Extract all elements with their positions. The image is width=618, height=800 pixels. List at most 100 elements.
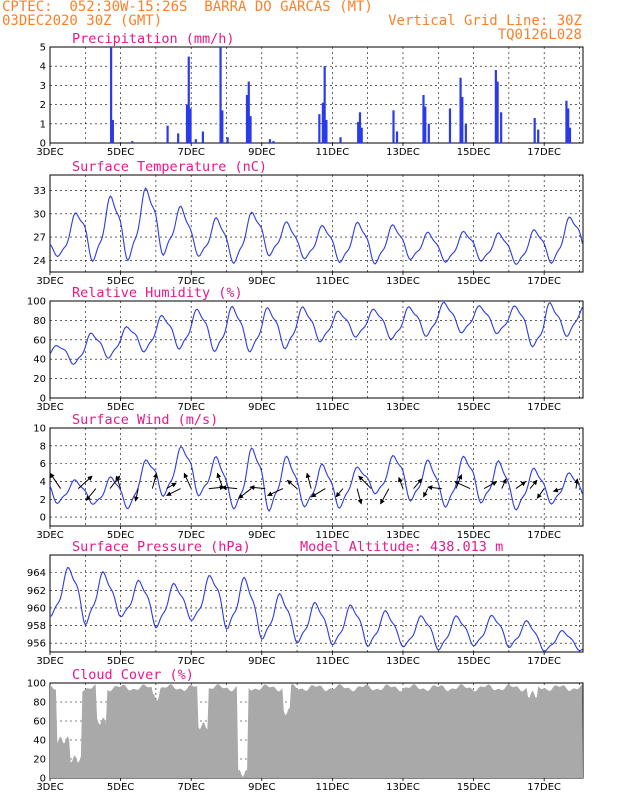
- precip-bar: [166, 125, 169, 143]
- cloud-xtick: 11DEC: [316, 782, 350, 793]
- header-title: CPTEC: 052:30W-15:26S BARRA DO GARCAS (M…: [2, 0, 373, 15]
- precip-bar: [494, 70, 497, 143]
- precip-bar: [245, 95, 249, 143]
- rh-xtick: 3DEC: [36, 402, 63, 413]
- wind-arrow: [115, 475, 122, 489]
- wind-ytick: 8: [40, 441, 46, 452]
- pressure-xtick: 9DEC: [248, 656, 275, 667]
- precip-bar: [360, 127, 363, 143]
- wind-arrow: [305, 472, 312, 489]
- rh-xtick: 11DEC: [316, 402, 350, 413]
- wind-arrow: [380, 488, 390, 505]
- pressure-xtick: 11DEC: [316, 656, 350, 667]
- wind-arrow: [413, 478, 423, 489]
- cloud-ytick: 60: [33, 717, 46, 728]
- wind-arrow: [483, 481, 498, 490]
- precip-bar: [325, 119, 328, 143]
- temp-ytick: 33: [33, 186, 46, 197]
- wind-arrow: [310, 488, 326, 498]
- wind-arrow: [574, 478, 580, 489]
- wind-xtick: 15DEC: [457, 530, 491, 541]
- pressure-ytick: 960: [27, 603, 46, 614]
- precip-xtick: 3DEC: [36, 147, 63, 158]
- precip-bar: [427, 123, 430, 143]
- precip-bar: [357, 121, 360, 143]
- precip-bar: [226, 137, 229, 143]
- precip-bar: [533, 118, 536, 143]
- precip-bar: [496, 81, 499, 143]
- precip-bar: [194, 139, 197, 143]
- pressure-xtick: 13DEC: [386, 656, 420, 667]
- wind-ytick: 0: [40, 513, 46, 524]
- precip-bar: [201, 131, 204, 143]
- cloud-title: Cloud Cover (%): [72, 667, 194, 683]
- pressure-ytick: 962: [27, 586, 46, 597]
- precip-xtick: 5DEC: [107, 147, 134, 158]
- wind-xtick: 7DEC: [178, 530, 205, 541]
- precip-bar: [247, 81, 250, 143]
- precip-bar: [568, 127, 572, 143]
- wind-xtick: 11DEC: [316, 530, 350, 541]
- temp-xtick: 13DEC: [386, 276, 420, 287]
- rh-xtick: 15DEC: [457, 402, 491, 413]
- wind-ytick: 2: [40, 495, 46, 506]
- precip-bar: [219, 47, 222, 143]
- precip-bar: [500, 112, 503, 143]
- precip-bar: [272, 141, 275, 143]
- precip-bar: [392, 110, 395, 143]
- wind-line: [49, 445, 583, 513]
- pressure-xtick: 3DEC: [36, 656, 63, 667]
- precip-bar: [323, 66, 326, 143]
- wind-ytick: 4: [40, 477, 46, 488]
- wind-arrow: [166, 482, 177, 490]
- cloud-xtick: 15DEC: [457, 782, 491, 793]
- wind-arrow: [335, 488, 344, 498]
- precip-bar: [185, 104, 189, 143]
- wind-arrow: [398, 476, 404, 489]
- temp-ytick: 24: [33, 256, 46, 267]
- wind-xtick: 17DEC: [527, 530, 561, 541]
- wind-arrow: [238, 488, 252, 499]
- pressure-xtick: 7DEC: [178, 656, 205, 667]
- wind-arrow: [133, 488, 139, 502]
- temp-line: [49, 187, 583, 266]
- cloud-xtick: 9DEC: [248, 782, 275, 793]
- wind-arrow: [216, 472, 224, 489]
- rh-ytick: 40: [33, 355, 46, 366]
- temp-xtick: 15DEC: [457, 276, 491, 287]
- temp-xtick: 7DEC: [178, 276, 205, 287]
- rh-ytick: 20: [33, 374, 46, 385]
- cloud-xtick: 17DEC: [527, 782, 561, 793]
- wind-arrow: [427, 485, 442, 491]
- wind-title: Surface Wind (m/s): [72, 412, 218, 428]
- wind-xtick: 3DEC: [36, 530, 63, 541]
- precip-bar: [395, 131, 399, 143]
- cloud-ytick: 80: [33, 698, 46, 709]
- cloud-xtick: 13DEC: [386, 782, 420, 793]
- wind-arrow: [77, 475, 93, 489]
- precip-bar: [221, 110, 224, 143]
- precip-ytick: 1: [40, 119, 46, 130]
- temp-title: Surface Temperature (nC): [72, 159, 267, 175]
- pressure-annotation: Model Altitude: 438.013 m: [300, 539, 503, 555]
- precip-bar: [268, 139, 272, 143]
- precip-bar: [448, 108, 452, 143]
- wind-arrow: [423, 488, 429, 498]
- wind-frame: [49, 427, 584, 527]
- cloud-xtick: 5DEC: [107, 782, 134, 793]
- wind-arrow: [221, 485, 238, 491]
- wind-ytick: 6: [40, 459, 46, 470]
- precip-bar: [424, 106, 427, 143]
- wind-ytick: 10: [33, 424, 46, 435]
- pressure-ytick: 956: [27, 639, 46, 650]
- precip-ytick: 5: [40, 43, 46, 54]
- wind-arrow: [85, 488, 97, 501]
- wind-arrow: [529, 479, 538, 489]
- precip-bar: [339, 137, 342, 143]
- precip-frame: [49, 46, 584, 144]
- wind-arrow: [358, 475, 372, 489]
- rh-line: [49, 301, 583, 365]
- temp-xtick: 11DEC: [316, 276, 350, 287]
- precip-bar: [565, 100, 568, 143]
